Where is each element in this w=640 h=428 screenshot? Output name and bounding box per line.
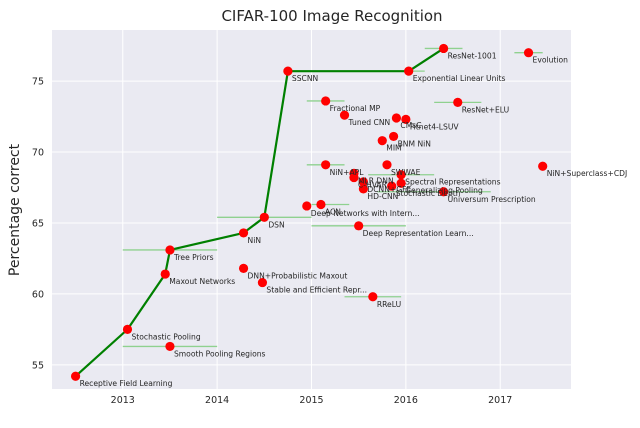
point-label: HD-CNN (367, 192, 398, 201)
point-label: NiN+Superclass+CDJ (547, 169, 628, 178)
point-label: MIM (386, 144, 401, 153)
data-point (453, 97, 463, 107)
point-label: MLR DNN (358, 176, 394, 185)
x-tick-label: 2016 (394, 395, 418, 406)
point-label: SWWAE (391, 168, 421, 177)
data-point (439, 43, 449, 54)
point-label: NiN+APL (330, 168, 365, 177)
data-point (339, 110, 350, 120)
y-axis-label: Percentage correct (7, 143, 23, 276)
point-label: DNN+Probabilistic Maxout (248, 271, 348, 280)
data-point (538, 161, 548, 171)
data-point (316, 199, 326, 210)
data-point (349, 172, 359, 183)
data-point (122, 324, 133, 335)
point-label: DCNN+GFE (367, 185, 411, 194)
data-point (321, 160, 331, 170)
x-tick-label: 2013 (111, 395, 135, 406)
point-label: SSCNN (292, 74, 318, 83)
data-point (396, 170, 406, 180)
y-tick-label: 55 (32, 360, 44, 371)
point-label: Fitnet4-LSUV (410, 122, 460, 131)
data-point (238, 228, 249, 238)
point-label: C-HVAR (358, 181, 388, 190)
point-label: Tuned CNN (348, 118, 391, 127)
point-label: Exponential Linear Units (413, 74, 506, 83)
y-tick-label: 70 (32, 148, 44, 159)
y-tick-label: 60 (32, 289, 44, 300)
data-point (382, 160, 392, 170)
data-point (439, 187, 449, 197)
data-point (388, 131, 399, 142)
data-point (358, 184, 368, 194)
x-tick-label: 2017 (488, 395, 512, 406)
point-label: Generalizing Pooling (405, 186, 483, 195)
x-tick-label: 2015 (299, 395, 323, 406)
point-labels: Receptive Field Learning Stochastic Pooli… (80, 51, 628, 388)
point-label: NiN (248, 236, 261, 245)
data-point (368, 292, 378, 302)
point-label: Receptive Field Learning (80, 379, 173, 388)
point-label: Smooth Pooling Regions (174, 349, 266, 358)
point-label: ResNet+ELU (462, 105, 509, 114)
data-point (404, 66, 414, 76)
data-point (523, 48, 534, 58)
point-label: ACN (325, 208, 341, 217)
data-point (358, 177, 368, 187)
data-point (401, 114, 411, 124)
y-tick-label: 75 (32, 77, 44, 88)
point-label: DSN (268, 220, 284, 229)
data-point (165, 245, 175, 255)
y-ticks: 55 60 65 70 75 (32, 77, 44, 372)
point-label: Spectral Representations (405, 178, 500, 187)
chart-title: CIFAR-100 Image Recognition (221, 7, 442, 25)
data-point (321, 96, 331, 106)
data-point (396, 178, 406, 188)
x-tick-label: 2014 (205, 395, 229, 406)
point-label: Fractional MP (330, 104, 381, 113)
data-point (377, 136, 387, 146)
point-label: Tree Priors (173, 253, 214, 262)
data-point (259, 212, 269, 222)
data-point (165, 341, 175, 352)
y-tick-label: 65 (32, 218, 44, 229)
point-label: Deep Networks with Intern... (311, 209, 420, 218)
data-point (257, 277, 268, 288)
point-label: Universum Prescription (448, 195, 536, 204)
data-point (283, 66, 293, 76)
point-label: Stochastic Depth (396, 189, 461, 198)
point-label: RReLU (377, 300, 401, 309)
data-point (391, 113, 402, 123)
point-label: Maxout Networks (169, 277, 235, 286)
point-label: Evolution (533, 56, 569, 65)
data-point (238, 263, 249, 273)
x-ticks: 2013 2014 2015 2016 2017 (111, 395, 513, 406)
data-point (387, 181, 397, 191)
data-point (70, 371, 81, 381)
points (70, 43, 548, 381)
point-label: CMsC (400, 121, 421, 130)
point-label: ResNet-1001 (448, 51, 497, 60)
data-point (302, 201, 312, 211)
grid (52, 30, 571, 389)
data-point (354, 221, 364, 231)
point-label: Deep Representation Learn... (363, 229, 474, 238)
point-label: Stable and Efficient Repr... (266, 286, 367, 295)
point-label: Stochastic Pooling (131, 332, 200, 341)
data-point (160, 269, 170, 279)
point-label: BNM NiN (398, 139, 431, 148)
